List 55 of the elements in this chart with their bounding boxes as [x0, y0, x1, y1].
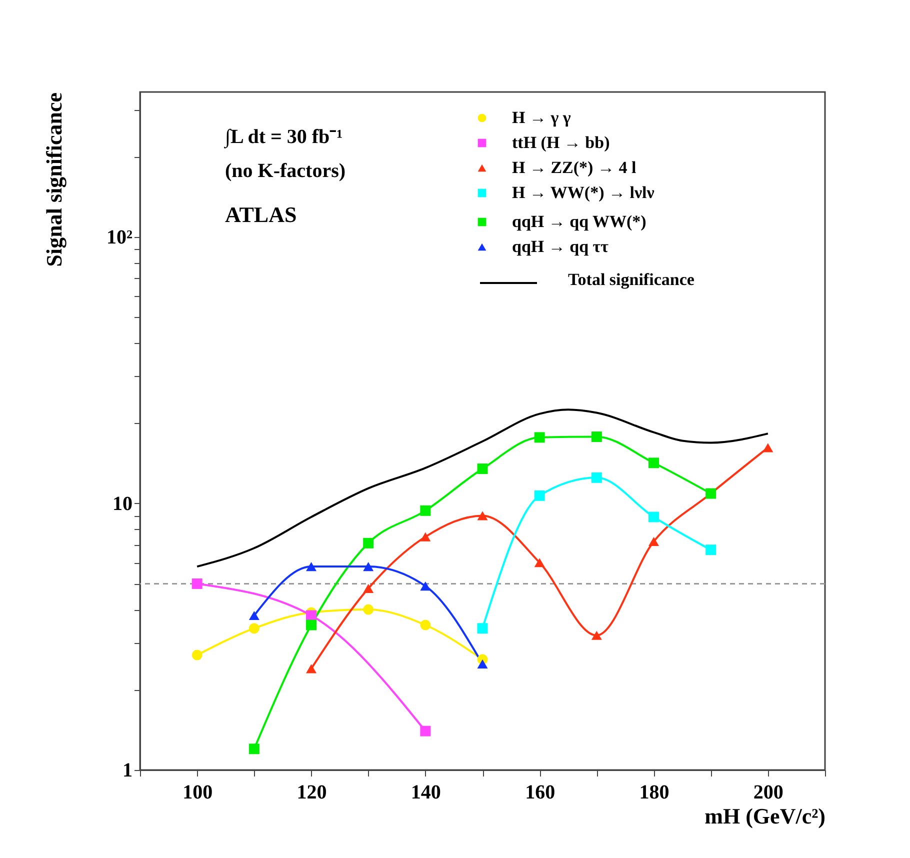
- y-tick-label: 10: [112, 493, 132, 515]
- point: [248, 623, 260, 634]
- annotation: (no K-factors): [225, 160, 346, 182]
- point: [420, 532, 431, 542]
- y-tick-label: 10²: [106, 226, 132, 248]
- legend-label: H → γ γ: [512, 108, 571, 127]
- point: [306, 610, 316, 621]
- point: [306, 664, 316, 674]
- y-tick-label: 1: [122, 760, 132, 782]
- legend-label: Total significance: [568, 270, 695, 289]
- point: [363, 562, 374, 572]
- line-series: [196, 408, 769, 568]
- point: [591, 432, 602, 442]
- point: [534, 432, 545, 443]
- point: [477, 511, 488, 520]
- x-tick-label: 100: [182, 782, 213, 804]
- legend-label: H → WW(*) → lνlν: [512, 183, 655, 202]
- point: [248, 610, 260, 620]
- point: [534, 558, 545, 568]
- point: [477, 623, 488, 634]
- point: [192, 650, 202, 660]
- annotation: ∫L dt = 30 fb⁻¹: [223, 126, 343, 149]
- point: [363, 538, 374, 548]
- legend-label: qqH → qq ττ: [512, 237, 609, 256]
- point: [363, 604, 374, 615]
- point: [420, 726, 431, 736]
- point: [477, 464, 488, 474]
- point: [306, 620, 316, 630]
- point: [648, 512, 659, 522]
- point: [762, 443, 774, 452]
- x-tick-label: 140: [410, 782, 441, 804]
- point: [248, 744, 260, 754]
- point: [648, 458, 659, 468]
- point: [420, 582, 431, 591]
- y-axis-title: Signal significance: [42, 92, 67, 267]
- x-axis-title: mH (GeV/c²): [704, 804, 826, 828]
- point: [591, 630, 602, 640]
- legend-label: H → ZZ(*) → 4 l: [512, 158, 636, 177]
- point: [477, 659, 488, 668]
- point: [363, 584, 374, 593]
- legend-label: qqH → qq WW(*): [512, 212, 646, 231]
- x-tick-label: 160: [525, 782, 556, 804]
- point: [534, 490, 545, 501]
- point: [591, 472, 602, 483]
- legend-label: ttH (H → bb): [512, 133, 610, 152]
- point: [192, 578, 202, 589]
- point: [420, 620, 431, 630]
- point: [420, 505, 431, 516]
- x-tick-label: 120: [296, 782, 327, 804]
- point: [648, 536, 659, 546]
- point: [706, 544, 716, 556]
- x-tick-label: 200: [753, 782, 784, 804]
- x-tick-label: 180: [639, 782, 670, 804]
- annotation: ATLAS: [225, 202, 297, 227]
- point: [306, 562, 316, 572]
